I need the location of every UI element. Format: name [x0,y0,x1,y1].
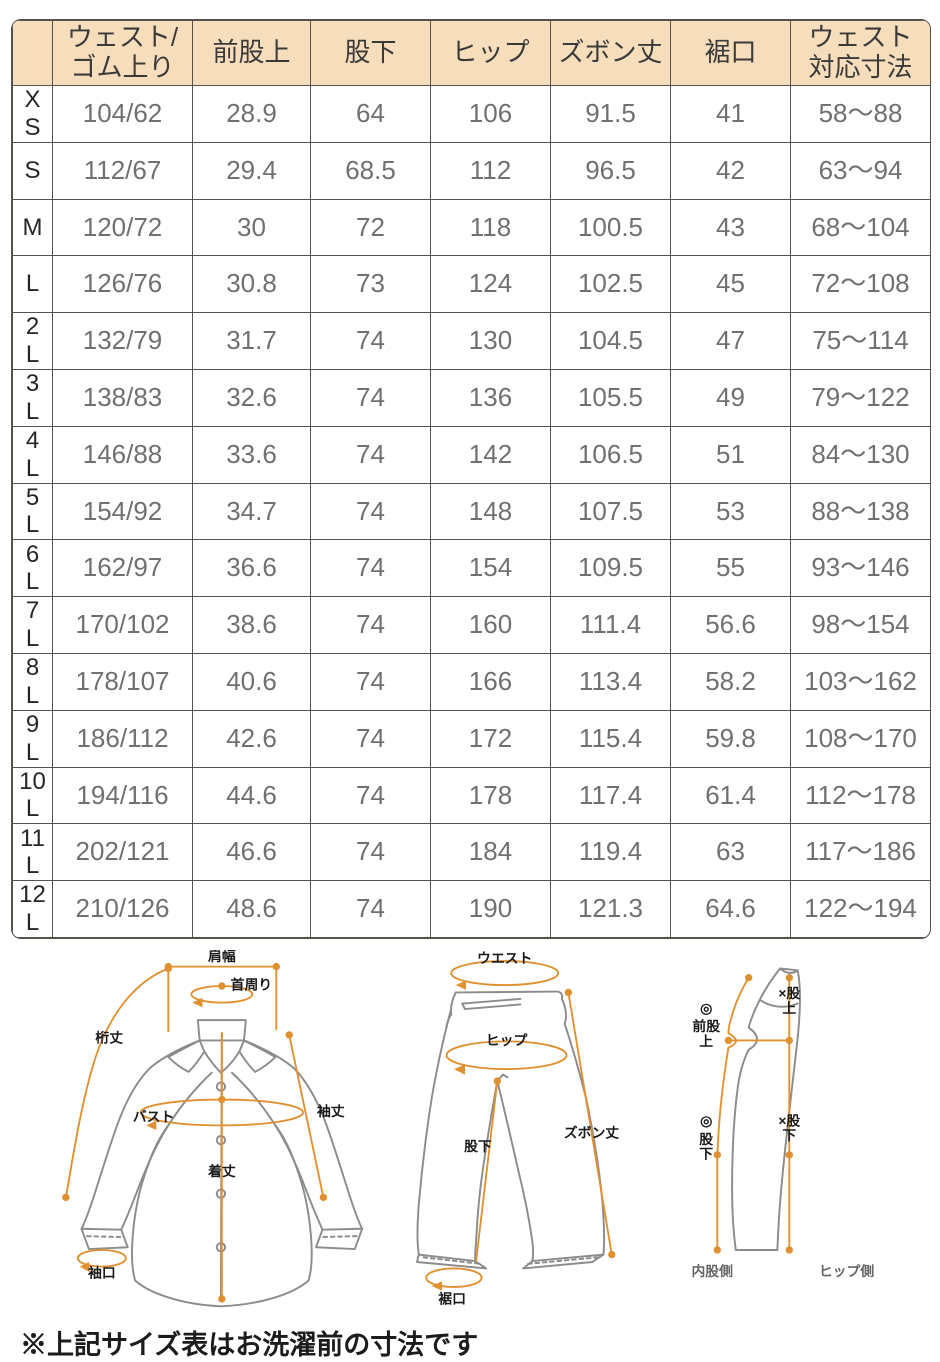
svg-text:着丈: 着丈 [207,1163,236,1179]
svg-text:◎: ◎ [700,1000,712,1016]
svg-text:×股: ×股 [778,1112,800,1128]
svg-text:袖口: 袖口 [88,1265,116,1281]
svg-text:◎: ◎ [700,1112,712,1128]
svg-text:バスト: バスト [133,1109,174,1125]
svg-text:下: 下 [782,1127,796,1143]
svg-text:肩幅: 肩幅 [208,950,236,964]
svg-text:上: 上 [699,1033,713,1049]
svg-text:ウエスト: ウエスト [477,950,532,966]
svg-text:×股: ×股 [778,985,800,1001]
svg-text:ヒップ: ヒップ [486,1032,528,1048]
svg-text:桁丈: 桁丈 [95,1029,123,1045]
svg-text:ヒップ側: ヒップ側 [819,1263,874,1279]
svg-text:ズボン丈: ズボン丈 [564,1124,619,1140]
svg-text:内股側: 内股側 [691,1263,733,1279]
svg-text:裾口: 裾口 [438,1291,466,1307]
svg-text:股下: 股下 [464,1138,492,1154]
svg-text:上: 上 [782,1000,796,1016]
svg-text:前股: 前股 [692,1018,720,1034]
svg-text:股: 股 [699,1131,713,1147]
svg-text:下: 下 [699,1146,713,1162]
svg-text:首周り: 首周り [231,977,272,993]
svg-text:袖丈: 袖丈 [317,1103,345,1119]
